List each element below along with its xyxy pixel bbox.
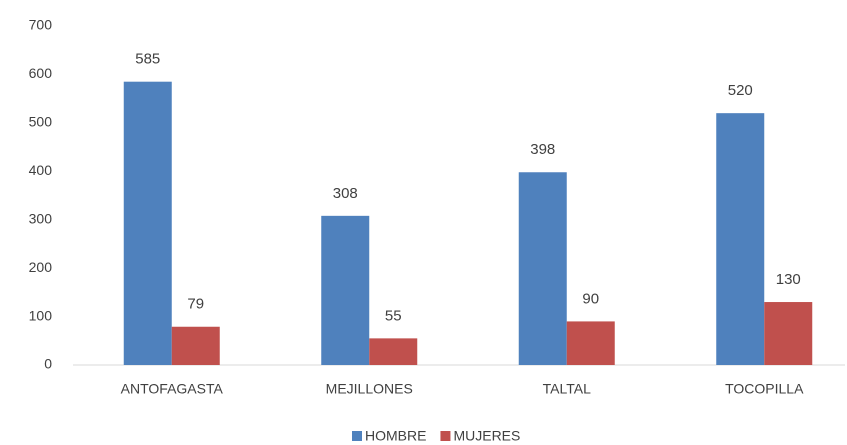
y-tick-label: 700: [29, 17, 53, 33]
y-tick-label: 300: [29, 210, 53, 226]
legend-swatch: [352, 431, 362, 441]
data-label: 398: [530, 141, 555, 158]
bar: [369, 338, 418, 365]
bar: [764, 302, 813, 365]
data-label: 90: [582, 290, 599, 307]
y-tick-label: 200: [29, 259, 53, 275]
bar: [566, 321, 615, 365]
y-tick-label: 0: [44, 356, 52, 372]
data-label: 79: [187, 296, 204, 313]
bar: [716, 113, 765, 366]
bar: [518, 172, 567, 365]
legend-swatch: [440, 431, 451, 441]
y-tick-label: 400: [29, 162, 53, 178]
data-label: 585: [135, 51, 160, 68]
x-tick-label: TOCOPILLA: [725, 381, 804, 397]
y-tick-label: 500: [29, 114, 53, 130]
x-tick-label: MEJILLONES: [326, 381, 413, 397]
bar: [123, 81, 172, 365]
x-tick-label: ANTOFAGASTA: [121, 381, 224, 397]
data-label: 308: [333, 185, 358, 202]
x-tick-label: TALTAL: [543, 381, 591, 397]
bar: [321, 215, 370, 365]
y-tick-label: 600: [29, 65, 53, 81]
legend-label: MUJERES: [453, 428, 520, 444]
y-tick-label: 100: [29, 307, 53, 323]
legend-label: HOMBRE: [365, 428, 426, 444]
bar: [171, 326, 220, 365]
data-label: 130: [776, 271, 801, 288]
data-label: 520: [728, 82, 753, 99]
data-label: 55: [385, 307, 402, 324]
